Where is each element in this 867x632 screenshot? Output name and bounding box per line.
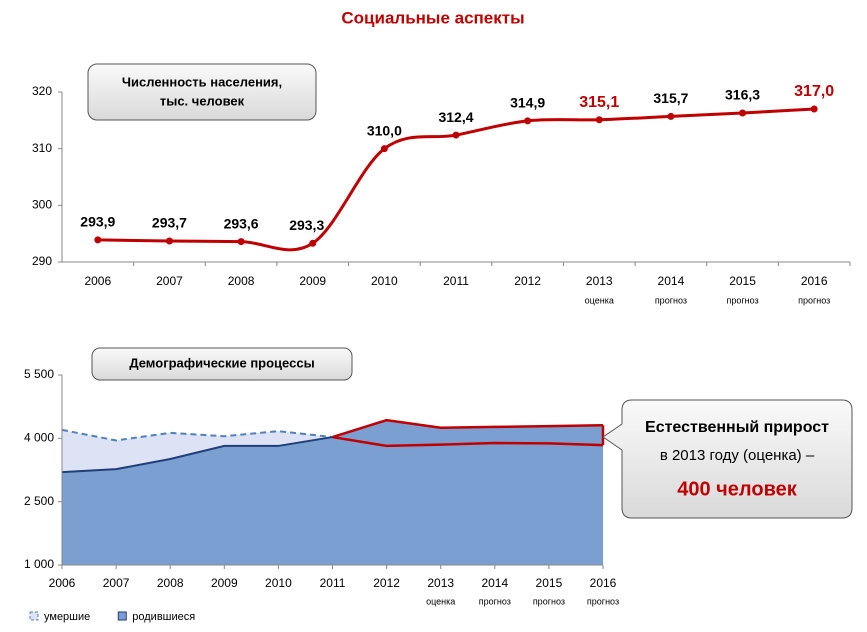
- value-label: 316,3: [725, 87, 760, 103]
- x-tick-label: 2014: [481, 576, 508, 590]
- series-line: [61, 436, 333, 474]
- x-tick-label: 2016: [801, 274, 828, 288]
- callout-box: [602, 399, 853, 519]
- point: [739, 109, 747, 117]
- value-label: 314,9: [510, 95, 545, 111]
- series-line: [61, 428, 333, 442]
- value-label: 293,7: [152, 215, 187, 231]
- x-tick-label: 2011: [320, 576, 346, 590]
- highlight-line: [332, 418, 604, 439]
- point: [810, 105, 818, 113]
- x-tick-label: 2015: [729, 274, 756, 288]
- point: [667, 112, 675, 120]
- callout-text: 400 человек: [677, 478, 797, 500]
- callout-text: Естественный прирост: [645, 419, 829, 436]
- x-tick-label: 2010: [371, 274, 398, 288]
- value-label: 317,0: [794, 83, 834, 100]
- x-tick-label: 2008: [157, 576, 184, 590]
- x-sublabel: прогноз: [655, 295, 687, 305]
- x-tick-label: 2006: [49, 576, 76, 590]
- value-label: 310,0: [367, 122, 402, 138]
- x-tick-label: 2007: [103, 576, 130, 590]
- area: [62, 420, 603, 565]
- annotation: тыс. человек: [160, 93, 245, 108]
- legend-label: родившиеся: [132, 611, 195, 623]
- value-label: 315,1: [579, 94, 619, 111]
- x-sublabel: прогноз: [798, 295, 830, 305]
- legend-swatch: [117, 611, 127, 621]
- point: [237, 238, 245, 246]
- x-tick-label: 2010: [265, 576, 292, 590]
- x-tick-label: 2015: [536, 576, 563, 590]
- x-tick-label: 2009: [299, 274, 326, 288]
- x-sublabel: прогноз: [533, 596, 565, 606]
- value-label: 293,9: [80, 214, 115, 230]
- x-tick-label: 2009: [211, 576, 238, 590]
- point: [595, 116, 603, 124]
- value-label: 293,6: [224, 215, 259, 231]
- x-sublabel: прогноз: [587, 596, 619, 606]
- value-label: 293,3: [289, 217, 324, 233]
- x-tick-label: 2012: [514, 274, 541, 288]
- annotation: Численность населения,: [122, 74, 282, 89]
- annotation: Демографические процессы: [129, 355, 314, 370]
- annotation-box: [87, 63, 317, 121]
- point: [452, 131, 460, 139]
- x-tick-label: 2013: [586, 274, 613, 288]
- x-tick-label: 2016: [590, 576, 617, 590]
- x-sublabel: оценка: [426, 596, 455, 606]
- value-label: 315,7: [653, 90, 688, 106]
- y-tick-label: 290: [32, 254, 52, 268]
- x-sublabel: прогноз: [479, 596, 511, 606]
- y-tick-label: 2 500: [24, 494, 54, 508]
- x-tick-label: 2013: [427, 576, 454, 590]
- y-tick-label: 300: [32, 198, 52, 212]
- annotation-box: [91, 347, 353, 381]
- legend-label: умершие: [44, 611, 90, 623]
- x-tick-label: 2012: [373, 576, 400, 590]
- page-title: Социальные аспекты: [341, 8, 524, 27]
- point: [94, 236, 102, 244]
- point: [309, 239, 317, 247]
- y-tick-label: 310: [32, 141, 52, 155]
- point: [380, 145, 388, 153]
- y-tick-label: 5 500: [24, 367, 54, 381]
- highlight-line: [332, 435, 604, 448]
- y-tick-label: 320: [32, 84, 52, 98]
- value-label: 312,4: [438, 109, 473, 125]
- y-tick-label: 4 000: [24, 431, 54, 445]
- x-sublabel: оценка: [585, 295, 614, 305]
- x-sublabel: прогноз: [726, 295, 758, 305]
- point: [165, 237, 173, 245]
- x-tick-label: 2014: [658, 274, 685, 288]
- legend-swatch: [29, 611, 39, 621]
- point: [524, 117, 532, 125]
- callout-text: в 2013 году (оценка) –: [660, 447, 815, 464]
- x-tick-label: 2006: [84, 274, 111, 288]
- line: [97, 107, 815, 252]
- y-tick-label: 1 000: [24, 557, 54, 571]
- x-tick-label: 2008: [228, 274, 255, 288]
- x-tick-label: 2007: [156, 274, 183, 288]
- x-tick-label: 2011: [443, 274, 469, 288]
